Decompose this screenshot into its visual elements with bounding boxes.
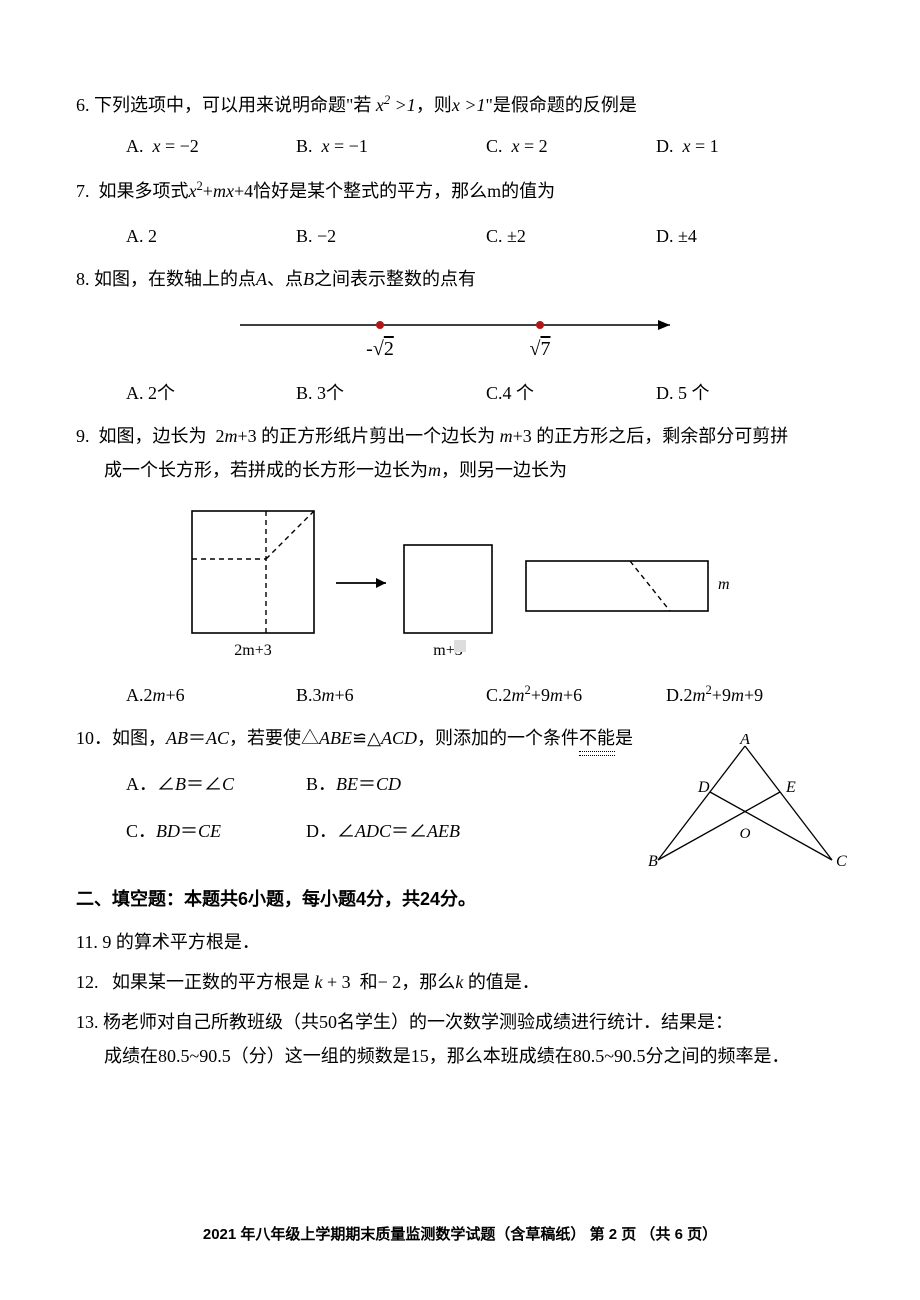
q6-opt-c: C. x = 2 bbox=[486, 128, 656, 164]
q8-opt-c: C.4 个 bbox=[486, 375, 656, 411]
svg-text:A: A bbox=[739, 734, 750, 748]
question-8: 8. 如图，在数轴上的点A、点B之间表示整数的点有 bbox=[76, 262, 844, 296]
q8-opt-a: A. 2个 bbox=[126, 375, 296, 411]
q6-text-mid: ，则 bbox=[416, 95, 452, 115]
q10-tri-svg: A B C D E O bbox=[640, 734, 850, 874]
q7-options: A. 2 B. −2 C. ±2 D. ±4 bbox=[76, 218, 844, 254]
q6-opt-d: D. x = 1 bbox=[656, 128, 719, 164]
q9-opt-c: C.2m2+9m+6 bbox=[486, 677, 666, 713]
question-6: 6. 下列选项中，可以用来说明命题"若 x2 >1，则x >1"是假命题的反例是 bbox=[76, 88, 844, 122]
question-13: 13. 杨老师对自己所教班级（共50名学生）的一次数学测验成绩进行统计．结果是：… bbox=[76, 1005, 844, 1073]
q9-label-side: m bbox=[718, 576, 730, 593]
q6-options: A. x = −2 B. x = −1 C. x = 2 D. x = 1 bbox=[76, 128, 844, 164]
q13-line2: 成绩在80.5~90.5（分）这一组的频数是15，那么本班成绩在80.5~90.… bbox=[76, 1039, 844, 1073]
q9-opt-a: A.2m+6 bbox=[126, 677, 296, 713]
q8-numberline: -√2 √7 bbox=[76, 309, 844, 367]
q9-opt-b: B.3m+6 bbox=[296, 677, 486, 713]
section-2-heading: 二、填空题：本题共6小题，每小题4分，共24分。 bbox=[76, 885, 844, 911]
q8-opt-d: D. 5 个 bbox=[656, 375, 710, 411]
q8-opt-b: B. 3个 bbox=[296, 375, 486, 411]
q8-options: A. 2个 B. 3个 C.4 个 D. 5 个 bbox=[76, 375, 844, 411]
q7-opt-c: C. ±2 bbox=[486, 218, 656, 254]
svg-text:D: D bbox=[697, 779, 710, 796]
q6-opt-b: B. x = −1 bbox=[296, 128, 486, 164]
question-9: 9. 如图，边长为 2m+3 的正方形纸片剪出一个边长为 m+3 的正方形之后，… bbox=[76, 419, 844, 487]
watermark-dot bbox=[454, 640, 466, 652]
q10-opt-c: C．BD＝CE bbox=[126, 808, 306, 855]
svg-text:-√2: -√2 bbox=[366, 338, 394, 360]
numberline-svg: -√2 √7 bbox=[230, 309, 690, 367]
svg-text:E: E bbox=[785, 779, 796, 796]
question-7: 7. 如果多项式x2+mx+4恰好是某个整式的平方，那么m的值为 bbox=[76, 174, 844, 208]
q9-opt-d: D.2m2+9m+9 bbox=[666, 677, 763, 713]
svg-text:√7: √7 bbox=[530, 338, 551, 360]
svg-text:B: B bbox=[648, 853, 658, 870]
exam-page: 6. 下列选项中，可以用来说明命题"若 x2 >1，则x >1"是假命题的反例是… bbox=[0, 0, 920, 1300]
q6-opt-a: A. x = −2 bbox=[126, 128, 296, 164]
q10-opt-d: D．∠ADC＝∠AEB bbox=[306, 808, 526, 855]
q6-expr2: x >1 bbox=[452, 95, 486, 115]
q7-opt-d: D. ±4 bbox=[656, 218, 697, 254]
question-11: 11. 9 的算术平方根是． bbox=[76, 925, 844, 959]
svg-text:O: O bbox=[740, 826, 751, 842]
q9-label-big: 2m+3 bbox=[234, 642, 271, 659]
q9-svg: 2m+3 m+3 m bbox=[186, 505, 746, 665]
q7-opt-a: A. 2 bbox=[126, 218, 296, 254]
q10-opt-b: B．BE＝CD bbox=[306, 761, 526, 808]
q6-text-post: "是假命题的反例是 bbox=[485, 95, 636, 115]
q10-opt-a: A．∠B＝∠C bbox=[126, 761, 306, 808]
q10-triangle: A B C D E O bbox=[640, 734, 850, 879]
q6-expr1: x2 >1 bbox=[376, 95, 416, 115]
question-12: 12. 如果某一正数的平方根是 k + 3 和− 2，那么k 的值是． bbox=[76, 965, 844, 999]
svg-text:C: C bbox=[836, 853, 847, 870]
page-footer: 2021 年八年级上学期期末质量监测数学试题（含草稿纸） 第 2 页 （共 6 … bbox=[0, 1223, 920, 1244]
q9-options: A.2m+6 B.3m+6 C.2m2+9m+6 D.2m2+9m+9 bbox=[76, 677, 844, 713]
q13-line1: 13. 杨老师对自己所教班级（共50名学生）的一次数学测验成绩进行统计．结果是： bbox=[76, 1005, 844, 1039]
q7-opt-b: B. −2 bbox=[296, 218, 486, 254]
q6-text-pre: 6. 下列选项中，可以用来说明命题"若 bbox=[76, 95, 376, 115]
